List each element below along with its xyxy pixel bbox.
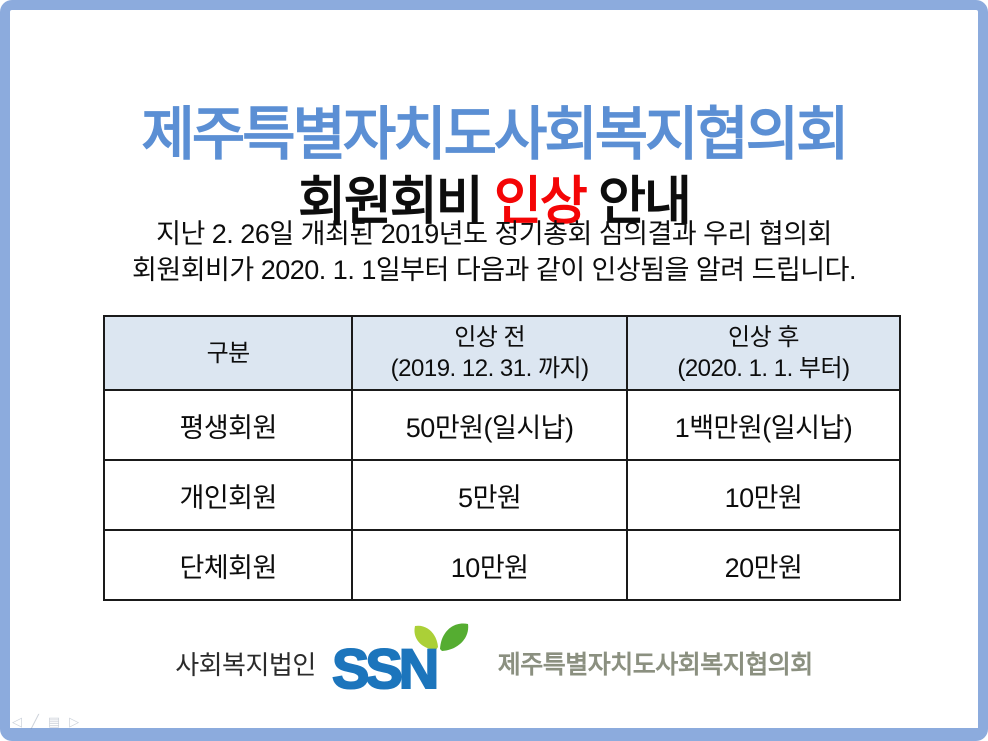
cell-before: 50만원(일시납) xyxy=(351,389,628,461)
cell-before: 10만원 xyxy=(351,529,628,601)
subtitle-post: 안내 xyxy=(598,173,692,232)
page-title: 제주특별자치도사회복지협의회 xyxy=(141,101,849,167)
org-type-label: 사회복지법인 xyxy=(175,649,316,680)
cell-category: 평생회원 xyxy=(102,389,354,461)
list-icon: ▤ xyxy=(47,714,61,729)
notice-paragraph: 지난 2. 26일 개최된 2019년도 정기총회 심의결과 우리 협의회 회원… xyxy=(0,216,988,288)
col-header-category: 구분 xyxy=(102,315,354,391)
cell-category: 단체회원 xyxy=(102,529,354,601)
prev-arrow-icon: ◁ xyxy=(12,714,22,729)
cell-before: 5만원 xyxy=(351,459,628,531)
table-row: 평생회원 50만원(일시납) 1백만원(일시납) xyxy=(102,389,902,461)
leaf-left-icon xyxy=(414,625,438,650)
cell-after: 1백만원(일시납) xyxy=(625,389,902,461)
col-header-label: 인상 전 xyxy=(454,324,526,351)
subtitle-pre: 회원회비 xyxy=(298,173,483,232)
col-header-sublabel: (2020. 1. 1. 부터) xyxy=(677,355,850,382)
ssn-logo: SSN xyxy=(331,621,482,701)
fee-table: 구분 인상 전 (2019. 12. 31. 까지) 인상 후 (2020. 1… xyxy=(102,315,902,601)
col-header-after: 인상 후 (2020. 1. 1. 부터) xyxy=(625,315,902,391)
cell-after: 20만원 xyxy=(625,529,902,601)
subtitle: 회원회비 인상 안내 xyxy=(0,159,988,234)
col-header-label: 인상 후 xyxy=(728,324,799,351)
table-header-row: 구분 인상 전 (2019. 12. 31. 까지) 인상 후 (2020. 1… xyxy=(102,315,902,391)
col-header-before: 인상 전 (2019. 12. 31. 까지) xyxy=(351,315,628,391)
col-header-label: 구분 xyxy=(206,339,251,367)
notice-line-2: 회원회비가 2020. 1. 1일부터 다음과 같이 인상됨을 알려 드립니다. xyxy=(132,255,856,285)
viewer-toolbar-ghost: ◁ ╱ ▤ ▷ xyxy=(12,714,79,730)
table-row: 단체회원 10만원 20만원 xyxy=(102,529,902,601)
next-arrow-icon: ▷ xyxy=(69,714,80,729)
cell-after: 10만원 xyxy=(625,459,902,531)
cell-category: 개인회원 xyxy=(102,459,354,531)
ssn-logo-graphic: SSN xyxy=(331,623,468,701)
subtitle-highlight: 인상 xyxy=(494,173,588,232)
col-header-sublabel: (2019. 12. 31. 까지) xyxy=(390,355,589,382)
pen-icon: ╱ xyxy=(31,714,39,729)
ssn-logo-text: SSN xyxy=(332,637,436,691)
leaf-right-icon xyxy=(439,623,468,651)
footer-org-name: 제주특별자치도사회복지협의회 xyxy=(497,651,814,679)
notice-line-1: 지난 2. 26일 개최된 2019년도 정기총회 심의결과 우리 협의회 xyxy=(156,219,832,249)
footer: 사회복지법인 SSN 제주특별자치도사회복지협의회 xyxy=(0,620,988,701)
table-row: 개인회원 5만원 10만원 xyxy=(102,459,902,531)
